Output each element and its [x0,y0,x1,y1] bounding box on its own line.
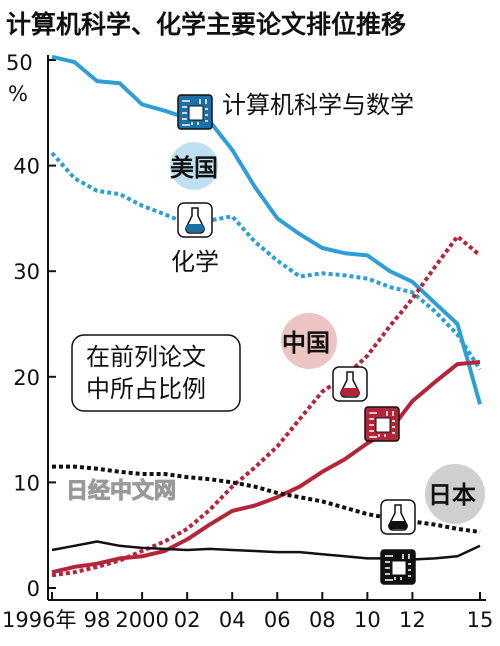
x-tick-label: 1996年 [2,608,76,632]
china-badge-circle [281,313,337,369]
y-tick-label: 0 [27,577,40,601]
x-tick-label: 98 [84,608,111,632]
y-unit-top-value: 50 [6,51,33,75]
note-line-1: 在前列论文 [86,343,206,371]
china-label: 中国 [282,329,330,357]
flask-icon [332,366,368,402]
y-tick-label: 10 [13,471,40,495]
chart-title: 计算机科学、化学主要论文排位推移 [6,10,406,39]
note-box: 在前列论文 中所占比例 [71,334,241,412]
x-tick-label: 15 [467,608,494,632]
chip-icon [380,549,416,585]
series-line-japan-chem [52,464,481,534]
series-line-china-chem [51,234,482,578]
chip-icon [364,406,400,442]
y-ticks: 0 10 20 30 40 [13,59,56,601]
japan-badge-circle [425,464,485,524]
field-label-cs: 计算机科学与数学 [222,91,414,119]
axes [47,55,486,601]
flask-icon [177,202,213,238]
x-tick-label: 08 [309,608,336,632]
x-tick-label: 04 [219,608,246,632]
chip-icon-core [188,105,204,121]
japan-badge: 日本 [425,464,485,524]
x-ticks: 1996年 98 2000 02 04 06 08 10 12 15 [2,592,493,632]
flask-icon [380,499,416,535]
usa-label: 美国 [170,154,218,182]
usa-badge: 美国 [170,142,218,190]
x-tick-label: 06 [264,608,291,632]
chip-icon-traces [385,554,411,581]
chip-icon-traces [182,99,208,126]
x-tick-label: 2000 [115,608,168,632]
x-tick-label: 10 [354,608,381,632]
series-line-japan-cs [51,540,481,561]
watermark: 日经中文网 [66,478,176,504]
china-badge: 中国 [281,313,337,369]
series-line-usa-chem [50,151,482,371]
chip-icon-core [391,560,407,576]
usa-badge-circle [170,142,218,190]
flask-icon-liquid [185,224,205,233]
flask-icon-liquid [388,521,408,530]
series-line-usa-cs [51,54,482,405]
japan-label: 日本 [428,481,476,509]
chip-icon-core [375,417,391,433]
x-tick-label: 02 [174,608,201,632]
x-tick-label: 12 [399,608,426,632]
note-box-frame [71,334,241,412]
y-tick-label: 40 [13,155,40,179]
note-line-2: 中所占比例 [86,375,206,403]
y-tick-label: 30 [13,260,40,284]
chip-icon [177,94,213,130]
flask-icon-liquid [340,388,360,397]
field-label-chem: 化学 [171,248,219,276]
chip-icon-traces [369,411,395,438]
y-tick-label: 20 [13,366,40,390]
y-unit-label: % [8,82,28,106]
